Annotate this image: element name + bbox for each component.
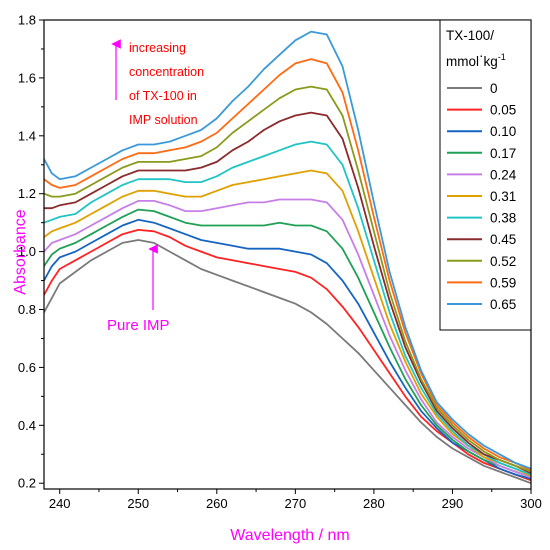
legend-label-0.05: 0.05 xyxy=(490,103,516,118)
legend-label-0.59: 0.59 xyxy=(490,275,516,290)
y-tick-label-1.0: 1.0 xyxy=(18,244,36,259)
y-tick-label-0.8: 0.8 xyxy=(18,302,36,317)
series-line-0.31 xyxy=(44,169,531,477)
y-tick-label-1.2: 1.2 xyxy=(18,186,36,201)
series-line-0.59 xyxy=(44,58,531,472)
y-tick-label-1.4: 1.4 xyxy=(18,128,36,143)
x-tick-label-250: 250 xyxy=(127,496,149,511)
y-tick-label-0.2: 0.2 xyxy=(18,476,36,491)
annotation-line-1: increasing xyxy=(129,41,186,55)
series-line-0.65 xyxy=(44,30,531,470)
y-tick-label-1.8: 1.8 xyxy=(18,13,36,28)
legend-label-0.24: 0.24 xyxy=(490,167,517,182)
x-axis-title: Wavelength / nm xyxy=(230,527,349,544)
series-line-0 xyxy=(44,239,531,485)
y-tick-label-0.6: 0.6 xyxy=(18,360,36,375)
y-tick-label-1.6: 1.6 xyxy=(18,70,36,85)
legend-title-unit-sup: -1 xyxy=(498,52,506,62)
series-line-0.17 xyxy=(44,208,531,479)
y-axis-title: Absorbance xyxy=(12,209,29,294)
legend-title-unit-dot: · xyxy=(479,48,484,63)
legend-title-line-1: TX-100/ xyxy=(446,28,494,43)
x-tick-label-270: 270 xyxy=(285,496,307,511)
legend-label-0.45: 0.45 xyxy=(490,232,516,247)
annotation-line-3: of TX-100 in xyxy=(129,89,197,103)
series-line-0.38 xyxy=(44,140,531,476)
series-line-0.24 xyxy=(44,198,531,479)
legend-label-0.31: 0.31 xyxy=(490,189,516,204)
series-line-0.10 xyxy=(44,218,531,480)
x-tick-label-290: 290 xyxy=(442,496,464,511)
x-tick-label-240: 240 xyxy=(49,496,71,511)
pure-imp-label: Pure IMP xyxy=(107,317,170,334)
increasing-annotation: increasing concentration of TX-100 in IM… xyxy=(111,39,204,127)
legend-items: 0 0.05 0.10 0.17 0.24 0.31 0.38 0.45 0.52 0.59 0.6… xyxy=(447,81,517,312)
legend-label-0.10: 0.10 xyxy=(490,124,516,139)
series-line-0.45 xyxy=(44,111,531,474)
pure-imp-annotation: Pure IMP xyxy=(107,244,170,334)
y-tick-label-0.4: 0.4 xyxy=(18,418,36,433)
legend-title-unit-main: mmol xyxy=(446,54,479,69)
series-line-0.52 xyxy=(44,85,531,473)
x-axis: 240 250 260 270 280 290 300 xyxy=(49,489,542,511)
x-tick-label-260: 260 xyxy=(206,496,228,511)
legend-label-0: 0 xyxy=(490,81,498,96)
legend-label-0.52: 0.52 xyxy=(490,254,516,269)
legend-label-0.17: 0.17 xyxy=(490,146,516,161)
annotation-line-2: concentration xyxy=(129,65,204,79)
series-layer xyxy=(44,30,531,485)
legend-title-unit-kg: kg xyxy=(484,54,498,69)
legend-label-0.38: 0.38 xyxy=(490,211,516,226)
legend-title-line-2: mmol·kg-1 xyxy=(446,48,506,69)
x-tick-label-280: 280 xyxy=(363,496,385,511)
y-axis: 0.2 0.4 0.6 0.8 1.0 1.2 1.4 1.6 1.8 xyxy=(18,13,44,491)
x-tick-label-300: 300 xyxy=(520,496,542,511)
legend: TX-100/ mmol·kg-1 00.050.100.170.240.310… xyxy=(439,19,532,331)
annotation-line-4: IMP solution xyxy=(129,113,198,127)
legend-label-0.65: 0.65 xyxy=(490,297,516,312)
